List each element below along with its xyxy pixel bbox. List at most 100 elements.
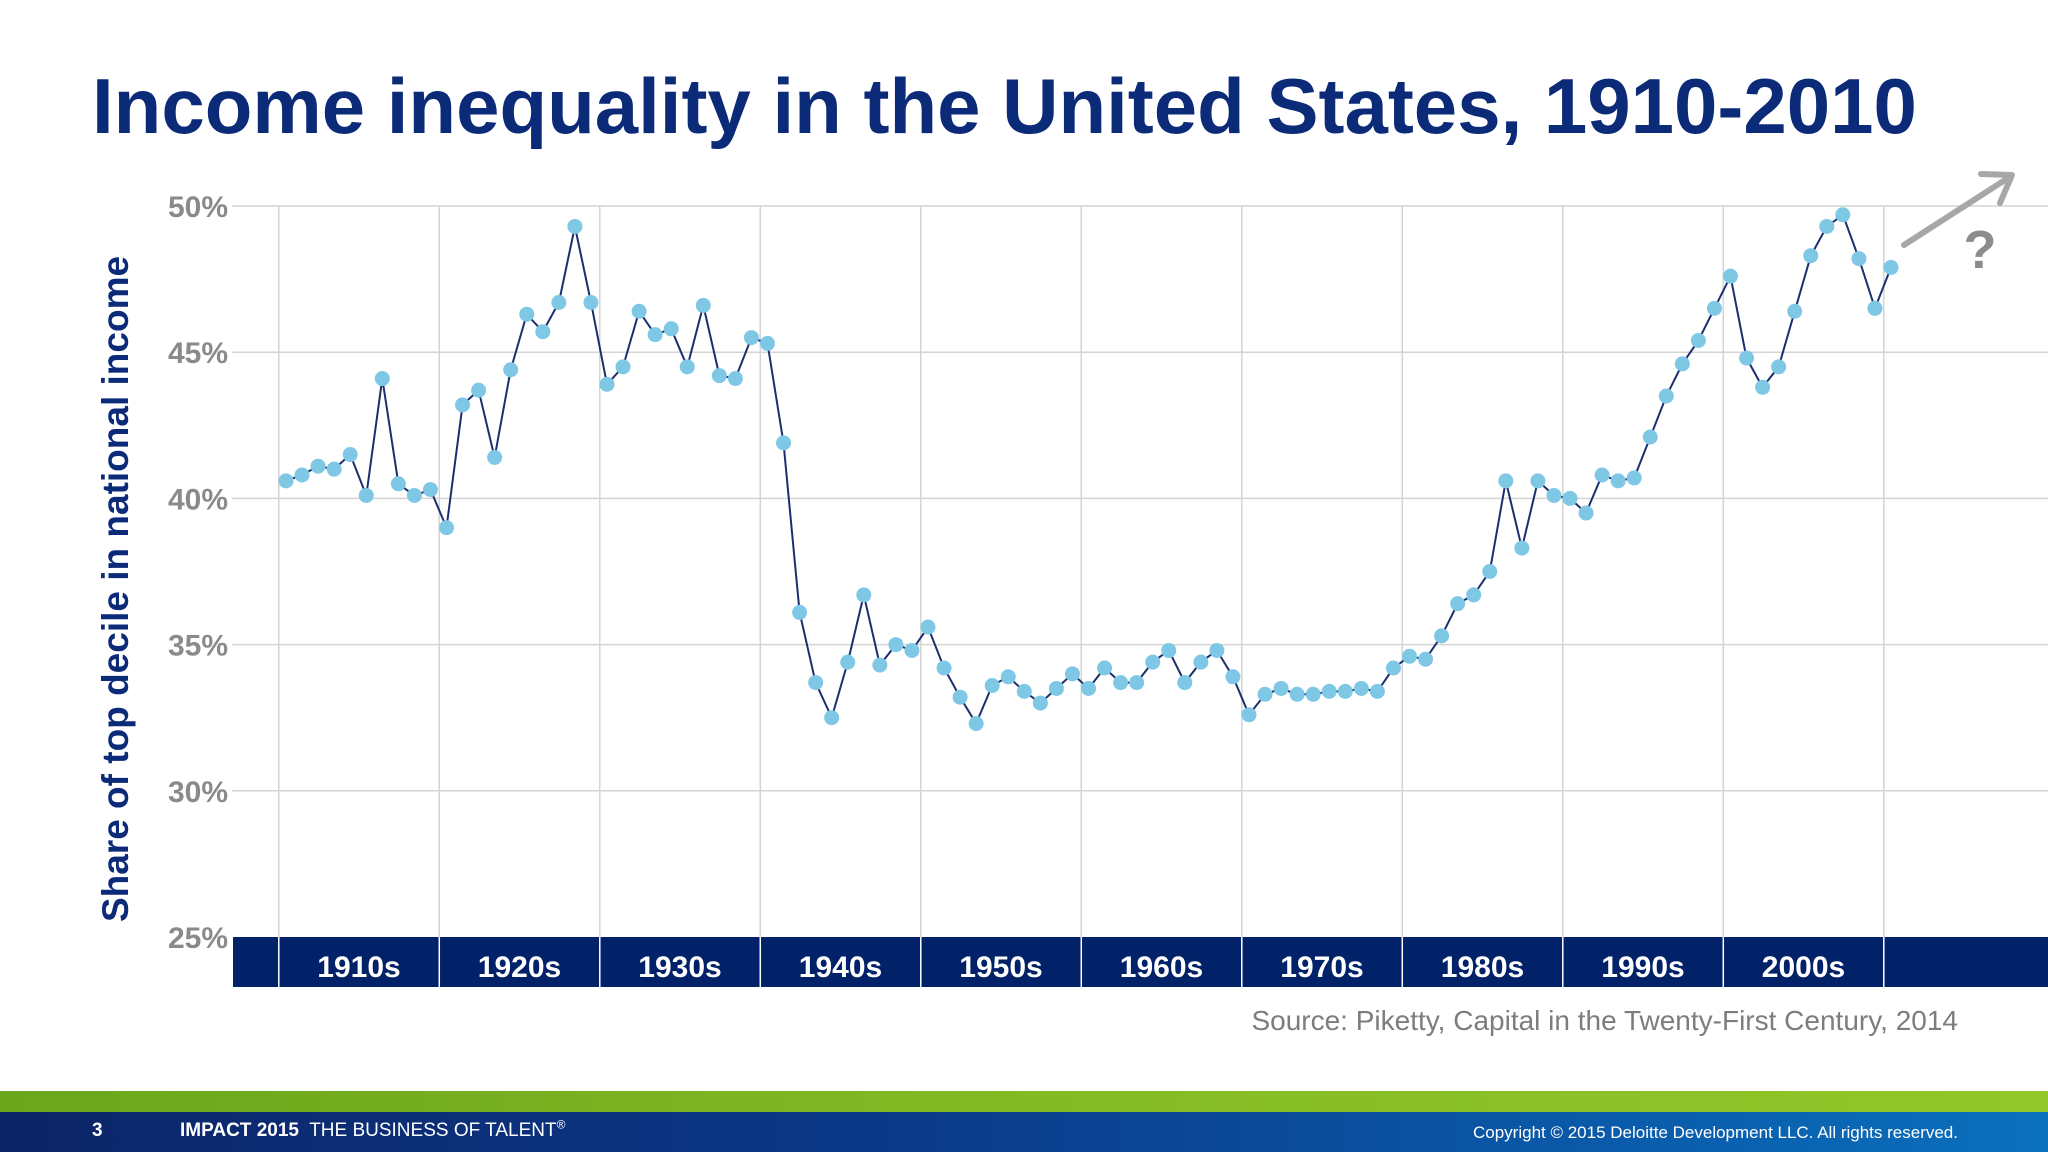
- data-point: [631, 303, 647, 319]
- data-point: [1385, 660, 1401, 676]
- data-point: [856, 587, 872, 603]
- data-point: [1867, 300, 1883, 316]
- data-point: [1851, 251, 1867, 267]
- data-point: [824, 710, 840, 726]
- data-point: [310, 458, 326, 474]
- data-point: [1369, 683, 1385, 699]
- data-point: [1161, 642, 1177, 658]
- data-point: [1000, 669, 1016, 685]
- data-point: [1032, 695, 1048, 711]
- data-point: [455, 397, 471, 413]
- data-point: [1706, 300, 1722, 316]
- data-point: [888, 637, 904, 653]
- data-point: [776, 435, 792, 451]
- data-point: [1273, 680, 1289, 696]
- registered-mark: ®: [556, 1117, 566, 1132]
- data-point: [1755, 379, 1771, 395]
- data-point: [1835, 207, 1851, 223]
- data-point: [1514, 540, 1530, 556]
- data-point: [599, 376, 615, 392]
- data-point: [1321, 683, 1337, 699]
- data-point: [422, 482, 438, 498]
- series-points: [278, 207, 1899, 732]
- data-point: [1482, 564, 1498, 579]
- decade-band: [233, 937, 2048, 987]
- decade-labels: 1910s 1920s 1930s 1940s 1950s 1960s 1970s 1980s…: [317, 951, 1845, 984]
- data-point: [952, 689, 968, 705]
- data-point: [920, 619, 936, 635]
- data-point: [615, 359, 631, 375]
- data-point: [390, 476, 406, 492]
- data-point: [840, 654, 856, 670]
- data-point: [1594, 467, 1610, 483]
- data-point: [374, 371, 390, 387]
- decade-label: 1920s: [478, 951, 561, 984]
- data-point: [695, 297, 711, 313]
- source-note: Source: Piketty, Capital in the Twenty-F…: [1251, 1005, 1958, 1036]
- data-point: [535, 324, 551, 340]
- data-point: [326, 461, 342, 477]
- data-point: [1498, 473, 1514, 489]
- data-point: [1209, 642, 1225, 658]
- y-tick-label: 30%: [168, 776, 228, 809]
- series-line: [285, 213, 1892, 726]
- y-tick-label: 35%: [168, 630, 228, 663]
- data-point: [406, 487, 422, 503]
- data-point: [1578, 505, 1594, 521]
- data-point: [1690, 333, 1706, 349]
- data-point: [936, 660, 952, 676]
- data-point: [1193, 654, 1209, 670]
- decade-label: 1910s: [317, 951, 400, 984]
- data-point: [439, 520, 454, 536]
- data-point: [503, 362, 519, 378]
- footer-brand: IMPACT 2015 THE BUSINESS OF TALENT®: [180, 1117, 566, 1142]
- data-point: [743, 330, 759, 346]
- y-tick-label: 45%: [168, 337, 228, 370]
- data-point: [1610, 473, 1626, 489]
- trend-arrow-icon: [1901, 171, 2015, 248]
- data-point: [342, 447, 358, 463]
- copyright-text: Copyright © 2015 Deloitte Development LL…: [1473, 1123, 1958, 1142]
- data-point: [1562, 490, 1578, 506]
- data-point: [760, 335, 775, 351]
- data-point: [1530, 473, 1546, 489]
- data-point: [294, 467, 310, 483]
- data-point: [1771, 359, 1787, 375]
- data-point: [1177, 675, 1193, 691]
- data-point: [1450, 596, 1466, 612]
- data-point: [1402, 648, 1417, 664]
- footer-accent-bar: [0, 1091, 2048, 1112]
- decade-label: 1980s: [1441, 951, 1524, 984]
- data-point: [1466, 587, 1482, 603]
- data-point: [1289, 686, 1305, 702]
- data-point: [1546, 487, 1562, 503]
- data-point: [1803, 248, 1819, 264]
- data-point: [1097, 660, 1113, 676]
- data-point: [1048, 680, 1064, 696]
- data-point: [727, 371, 743, 387]
- data-point: [1145, 654, 1161, 670]
- data-point: [1353, 680, 1369, 696]
- decade-label: 2000s: [1762, 951, 1845, 984]
- decade-label: 1990s: [1601, 951, 1684, 984]
- data-point: [1723, 268, 1738, 284]
- footer-bar: 3 IMPACT 2015 THE BUSINESS OF TALENT® Co…: [0, 1112, 2048, 1152]
- decade-label: 1960s: [1120, 951, 1203, 984]
- y-axis-ticks: 25% 30% 35% 40% 45% 50%: [168, 191, 228, 955]
- data-point: [278, 473, 294, 489]
- data-point: [1129, 675, 1145, 691]
- data-point: [1883, 259, 1899, 275]
- data-point: [1739, 350, 1755, 366]
- data-point: [663, 321, 679, 337]
- data-point: [792, 604, 808, 620]
- data-point: [583, 294, 599, 310]
- data-point: [984, 678, 1000, 694]
- slide-title: Income inequality in the United States, …: [92, 62, 1917, 150]
- data-point: [968, 716, 984, 732]
- decade-label: 1970s: [1280, 951, 1363, 984]
- data-point: [1305, 686, 1321, 702]
- decade-label: 1930s: [638, 951, 721, 984]
- data-point: [711, 368, 727, 384]
- data-point: [551, 294, 567, 310]
- decade-label: 1950s: [959, 951, 1042, 984]
